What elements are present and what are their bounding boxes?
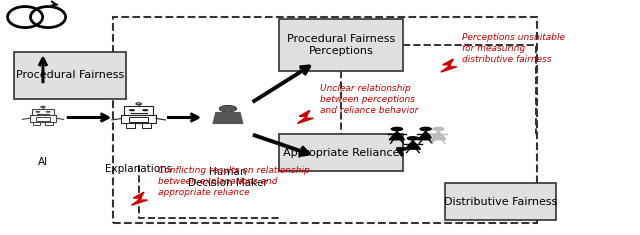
Text: Human
Decision Maker: Human Decision Maker: [188, 167, 268, 188]
Bar: [29, 115, 56, 122]
Polygon shape: [131, 192, 148, 205]
Bar: [129, 117, 148, 122]
Polygon shape: [418, 131, 433, 140]
Bar: [124, 106, 154, 115]
Circle shape: [45, 111, 51, 113]
Text: Distributive Fairness: Distributive Fairness: [444, 197, 557, 207]
Text: Procedural Fairness: Procedural Fairness: [16, 70, 124, 80]
Text: Appropriate Reliance: Appropriate Reliance: [283, 148, 399, 157]
Circle shape: [406, 136, 419, 141]
Bar: [279, 134, 403, 171]
Bar: [279, 19, 403, 71]
Polygon shape: [298, 110, 314, 123]
Bar: [31, 109, 54, 115]
Bar: [142, 123, 152, 128]
Circle shape: [390, 127, 403, 131]
Bar: [126, 123, 136, 128]
Polygon shape: [389, 131, 404, 140]
Circle shape: [129, 109, 135, 111]
Bar: [122, 115, 156, 123]
Circle shape: [220, 106, 237, 112]
Bar: [36, 117, 50, 121]
Text: Conflicting results on relationship
between explanations and
appropriate relianc: Conflicting results on relationship betw…: [158, 166, 310, 197]
Polygon shape: [441, 59, 457, 72]
Circle shape: [419, 127, 432, 131]
Circle shape: [41, 106, 45, 108]
Text: Unclear relationship
between perceptions
and reliance behavior: Unclear relationship between perceptions…: [321, 84, 419, 115]
Circle shape: [142, 109, 148, 111]
Text: Procedural Fairness
Perceptions: Procedural Fairness Perceptions: [287, 34, 396, 56]
Polygon shape: [405, 141, 420, 149]
Text: Explanations: Explanations: [105, 164, 172, 174]
Polygon shape: [431, 131, 446, 140]
Bar: [33, 122, 40, 125]
Bar: [113, 17, 537, 223]
Text: Perceptions unsuitable
for measuring
distributive fairness: Perceptions unsuitable for measuring dis…: [462, 33, 565, 64]
Polygon shape: [213, 113, 243, 123]
Bar: [45, 122, 53, 125]
Circle shape: [432, 127, 445, 131]
Circle shape: [35, 111, 40, 113]
Circle shape: [220, 106, 237, 112]
Bar: [445, 183, 556, 220]
Circle shape: [136, 103, 141, 105]
Text: AI: AI: [38, 157, 48, 167]
Bar: [14, 52, 126, 99]
